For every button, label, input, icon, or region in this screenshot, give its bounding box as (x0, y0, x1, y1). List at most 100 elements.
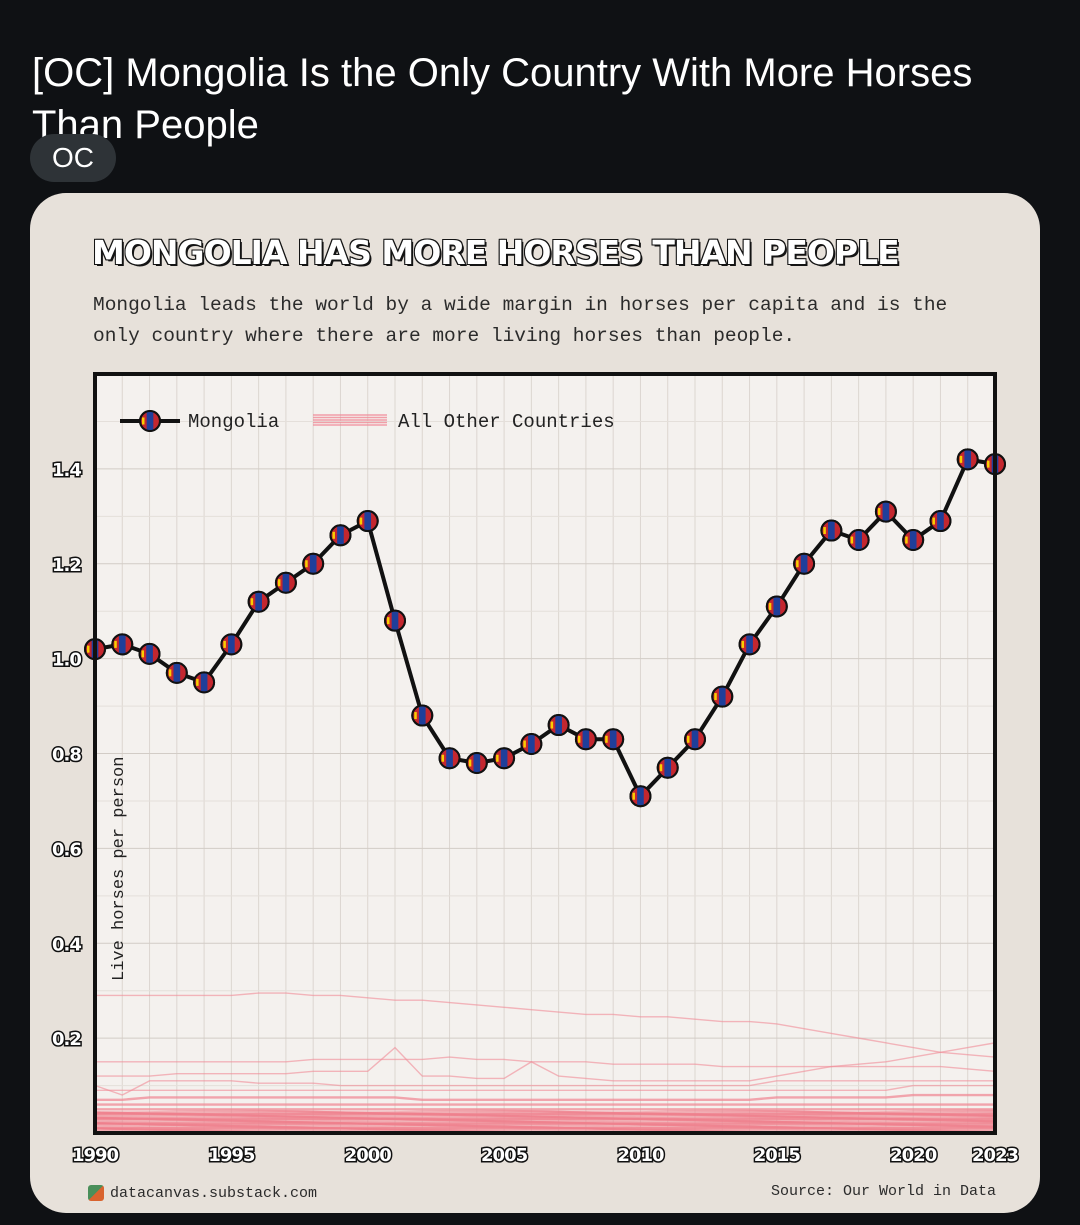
legend-other-countries-label: All Other Countries (398, 411, 615, 433)
other-country-line (95, 1080, 995, 1096)
flag-marker-stripe (773, 597, 781, 616)
flag-marker-outline (138, 642, 161, 665)
flag-marker-outline (547, 714, 570, 737)
y-axis-ticks: 0.2 0.4 0.6 0.8 1.0 1.2 1.4 (51, 458, 84, 1051)
other-country-line (95, 1093, 995, 1101)
flag-marker-outline (193, 671, 216, 694)
legend-other-countries-swatch (313, 414, 387, 426)
flag-marker-outline (139, 410, 161, 432)
y-tick-label: 1.4 (52, 460, 81, 481)
x-tick-label: 2000 (345, 1145, 392, 1166)
other-countries-lines (95, 992, 995, 1133)
flag-marker-stripe (473, 753, 481, 772)
flag-marker-soyombo (714, 693, 717, 701)
flag-marker-outline (902, 529, 925, 552)
flag-marker-soyombo (741, 640, 745, 648)
mongolia-line (94, 457, 996, 799)
flag-marker-stripe (146, 644, 153, 663)
flag-marker-stripe (228, 635, 235, 654)
flag-marker-stripe (964, 450, 972, 469)
flag-marker-stripe (173, 663, 181, 682)
flag-marker-outline (165, 661, 188, 684)
mongolian-flag-icon (384, 609, 406, 632)
flag-marker-outline (684, 728, 706, 751)
mongolian-flag-icon (956, 448, 979, 471)
flag-marker-soyombo (305, 560, 308, 568)
flag-marker-outline (220, 633, 243, 656)
mongolian-flag-icon (711, 685, 734, 708)
flag-marker-soyombo (523, 740, 526, 748)
flag-marker-soyombo (332, 531, 335, 539)
flag-marker-soyombo (468, 759, 472, 767)
flag-marker-stripe (364, 512, 372, 531)
x-tick-label: 2020 (890, 1145, 937, 1166)
mongolia-markers (84, 448, 1006, 808)
chart-card[interactable]: MONGOLIA HAS MORE HORSES THAN PEOPLE Mon… (30, 193, 1040, 1213)
flag-marker-stripe (828, 521, 835, 540)
y-tick-label: 1.0 (52, 650, 81, 671)
flag-marker-soyombo (250, 598, 254, 606)
other-country-line (95, 992, 995, 1058)
mongolian-flag-icon (793, 552, 816, 575)
flag-marker-stripe (937, 512, 944, 531)
flag-marker-soyombo (114, 640, 117, 648)
flag-marker-soyombo (932, 517, 935, 525)
chart-subtitle: Mongolia leads the world by a wide margi… (93, 294, 948, 347)
mongolian-flag-icon (302, 552, 325, 575)
mongolian-flag-icon (111, 633, 134, 656)
flag-marker-outline (493, 747, 516, 770)
other-country-line (95, 1084, 995, 1092)
mongolian-flag-icon (820, 519, 843, 542)
flag-marker-soyombo (196, 678, 199, 686)
y-axis-label: Live horses per person (110, 757, 129, 981)
flag-marker-stripe (855, 531, 862, 550)
flag-marker-soyombo (277, 579, 281, 587)
chart-title: MONGOLIA HAS MORE HORSES THAN PEOPLE (91, 232, 901, 273)
flag-marker-soyombo (796, 560, 799, 568)
other-country-line (95, 1109, 995, 1114)
x-tick-label: 1995 (208, 1145, 255, 1166)
other-country-line (95, 1042, 995, 1082)
flag-marker-soyombo (168, 669, 172, 677)
mongolian-flag-icon (847, 529, 870, 552)
flag-marker-soyombo (959, 455, 963, 463)
flag-marker-stripe (500, 749, 508, 768)
mongolian-flag-icon (139, 410, 161, 432)
mongolian-flag-icon (247, 590, 270, 613)
mongolian-flag-icon (765, 595, 788, 618)
flag-marker-soyombo (905, 536, 908, 544)
x-tick-label: 1990 (72, 1145, 119, 1166)
datacanvas-logo-icon (88, 1185, 104, 1201)
flag-marker-outline (274, 571, 297, 594)
y-tick-label: 0.6 (52, 839, 81, 860)
mongolian-flag-icon (438, 747, 461, 770)
flag-marker-stripe (255, 592, 262, 611)
flag-marker-soyombo (359, 517, 363, 525)
flag-marker-outline (574, 728, 597, 751)
flag-marker-soyombo (877, 508, 881, 516)
post-title[interactable]: [OC] Mongolia Is the Only Country With M… (32, 50, 973, 147)
flag-marker-stripe (391, 611, 399, 630)
flag-marker-outline (111, 633, 134, 656)
mongolian-flag-icon (138, 642, 161, 665)
flag-marker-outline (929, 510, 952, 533)
flag-marker-outline (411, 704, 434, 727)
flag-marker-outline (874, 500, 897, 523)
flag-marker-stripe (746, 635, 753, 654)
mongolian-flag-icon (929, 510, 952, 533)
flag-marker-stripe (582, 730, 590, 749)
flag-marker-soyombo (605, 735, 608, 743)
flag-marker-outline (602, 728, 625, 751)
flag-marker-stripe (637, 787, 644, 806)
flag-marker-soyombo (496, 754, 499, 762)
x-tick-label: 2023 (972, 1145, 1019, 1166)
flag-marker-stripe (282, 573, 290, 592)
flag-marker-outline (465, 751, 488, 774)
flag-marker-soyombo (414, 712, 417, 720)
flag-marker-outline (329, 524, 352, 547)
flag-marker-stripe (118, 635, 126, 654)
flag-marker-stripe (691, 730, 699, 749)
flag-marker-soyombo (387, 617, 390, 625)
oc-flair-badge[interactable]: OC (30, 134, 116, 182)
footer-site[interactable]: datacanvas.substack.com (88, 1183, 317, 1203)
